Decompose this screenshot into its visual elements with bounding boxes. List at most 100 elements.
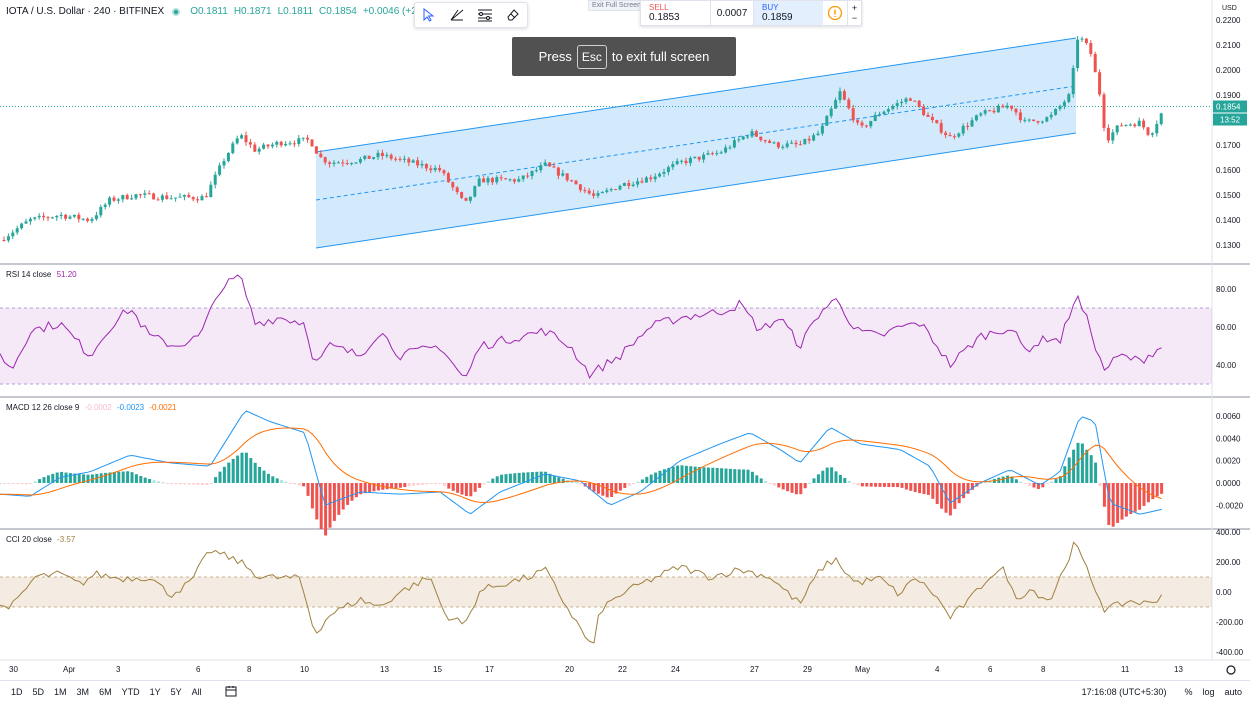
- candle-body: [768, 140, 772, 143]
- eraser-icon[interactable]: [503, 5, 523, 25]
- candle-body: [433, 167, 437, 171]
- macd-histogram-bar: [148, 479, 152, 483]
- macd-histogram-bar: [297, 483, 301, 486]
- candle-body: [974, 115, 978, 121]
- macd-histogram-bar: [913, 483, 917, 493]
- currency-label[interactable]: USD: [1222, 5, 1237, 12]
- tf-5y[interactable]: 5Y: [170, 687, 182, 697]
- macd-histogram-bar: [394, 483, 398, 489]
- macd-histogram-bar: [821, 470, 825, 483]
- fib-icon[interactable]: [475, 5, 495, 25]
- regression-channel-fill: [316, 38, 1076, 248]
- macd-histogram-bar: [82, 474, 86, 483]
- spread-value: 0.0007: [716, 7, 748, 19]
- candle-body: [1080, 38, 1084, 40]
- fullscreen-notice-post: to exit full screen: [611, 49, 710, 64]
- settings-gear-icon[interactable]: [1226, 665, 1236, 675]
- cursor-icon[interactable]: [419, 5, 439, 25]
- candle-body: [1120, 125, 1124, 127]
- macd-histogram-bar: [434, 483, 438, 484]
- tf-ytd[interactable]: YTD: [121, 687, 140, 697]
- candle-body: [50, 217, 54, 219]
- tf-3m[interactable]: 3M: [76, 687, 90, 697]
- macd-tick-label: 0.0060: [1216, 412, 1241, 421]
- time-axis-label: 30: [9, 665, 18, 674]
- sell-button[interactable]: SELL 0.1853: [641, 1, 711, 25]
- price-tick-label: 0.1500: [1216, 191, 1241, 200]
- macd-histogram-bar: [328, 483, 332, 528]
- log-toggle[interactable]: log: [1202, 687, 1215, 697]
- tf-1y[interactable]: 1Y: [149, 687, 161, 697]
- candle-body: [706, 153, 710, 155]
- candle-body: [2, 240, 6, 241]
- candle-body: [776, 142, 780, 148]
- macd-histogram-bar: [596, 483, 600, 494]
- macd-histogram-bar: [1085, 449, 1089, 483]
- macd-histogram-bar: [337, 483, 341, 515]
- macd-histogram-bar: [16, 483, 20, 484]
- plus-button[interactable]: +: [851, 3, 858, 13]
- candle-body: [165, 195, 169, 199]
- clock[interactable]: 17:16:08 (UTC+5:30): [1081, 687, 1167, 697]
- ohlc-close: C0.1854: [319, 6, 357, 17]
- tf-1d[interactable]: 1D: [11, 687, 23, 697]
- date-range-icon[interactable]: [225, 685, 237, 699]
- candle-body: [930, 116, 934, 121]
- candle-body: [130, 198, 134, 200]
- candle-body: [508, 179, 512, 181]
- candle-body: [732, 140, 736, 148]
- minus-button[interactable]: −: [851, 13, 858, 23]
- macd-histogram-bar: [865, 483, 869, 487]
- auto-toggle[interactable]: auto: [1224, 687, 1242, 697]
- candle-body: [15, 228, 19, 233]
- symbol-title[interactable]: IOTA / U.S. Dollar · 240 · BITFINEX: [6, 6, 165, 17]
- candle-body: [530, 170, 534, 177]
- macd-histogram-bar: [209, 483, 213, 484]
- candle-body: [1111, 132, 1115, 141]
- macd-histogram-bar: [526, 472, 530, 483]
- macd-histogram-bar: [55, 472, 59, 483]
- time-axis-label: 17: [485, 665, 494, 674]
- candle-body: [1058, 105, 1062, 109]
- candle-body: [622, 183, 626, 186]
- tf-6m[interactable]: 6M: [99, 687, 112, 697]
- candle-body: [548, 162, 552, 167]
- macd-histogram-bar: [222, 466, 226, 483]
- macd-histogram-bar: [922, 483, 926, 495]
- candle-body: [851, 108, 855, 121]
- candle-body: [64, 214, 68, 219]
- time-axis-label: 6: [988, 665, 993, 674]
- macd-histogram-bar: [654, 472, 658, 483]
- tf-1m[interactable]: 1M: [54, 687, 67, 697]
- candle-body: [807, 138, 811, 141]
- macd-histogram-bar: [385, 483, 389, 490]
- macd-histogram-bar: [1067, 457, 1071, 483]
- tf-5d[interactable]: 5D: [32, 687, 45, 697]
- candle-body: [345, 163, 349, 165]
- info-icon[interactable]: [823, 1, 847, 25]
- tf-all[interactable]: All: [191, 687, 202, 697]
- candle-body: [477, 178, 481, 187]
- candle-body: [512, 179, 516, 182]
- candle-body: [99, 206, 103, 216]
- macd-histogram-bar: [284, 481, 288, 483]
- trend-line-icon[interactable]: [447, 5, 467, 25]
- macd-histogram-bar: [469, 483, 473, 497]
- macd-histogram-bar: [772, 483, 776, 486]
- candle-body: [600, 191, 604, 194]
- macd-histogram-bar: [86, 474, 90, 483]
- macd-histogram-bar: [1076, 442, 1080, 483]
- channel-lower-line: [315, 132, 1077, 249]
- macd-histogram-bar: [764, 481, 768, 483]
- macd-histogram-bar: [258, 466, 262, 483]
- percent-toggle[interactable]: %: [1184, 687, 1193, 697]
- time-axis-label: 13: [1174, 665, 1183, 674]
- macd-histogram-bar: [451, 483, 455, 491]
- channel-upper-line: [315, 37, 1077, 153]
- buy-button[interactable]: BUY 0.1859: [753, 1, 823, 25]
- candle-body: [1155, 124, 1159, 134]
- macd-histogram-bar: [843, 478, 847, 483]
- candle-body: [1054, 108, 1058, 115]
- candle-body: [631, 184, 635, 186]
